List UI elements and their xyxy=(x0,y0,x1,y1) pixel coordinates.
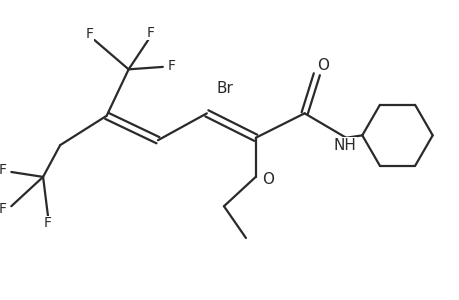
Text: Br: Br xyxy=(216,81,233,96)
Text: O: O xyxy=(261,172,274,187)
Text: F: F xyxy=(85,27,93,41)
Text: F: F xyxy=(0,163,7,177)
Text: F: F xyxy=(167,59,175,73)
Text: F: F xyxy=(0,202,7,216)
Text: O: O xyxy=(316,58,328,74)
Text: NH: NH xyxy=(333,138,356,153)
Text: F: F xyxy=(44,216,52,230)
Text: F: F xyxy=(146,26,154,40)
